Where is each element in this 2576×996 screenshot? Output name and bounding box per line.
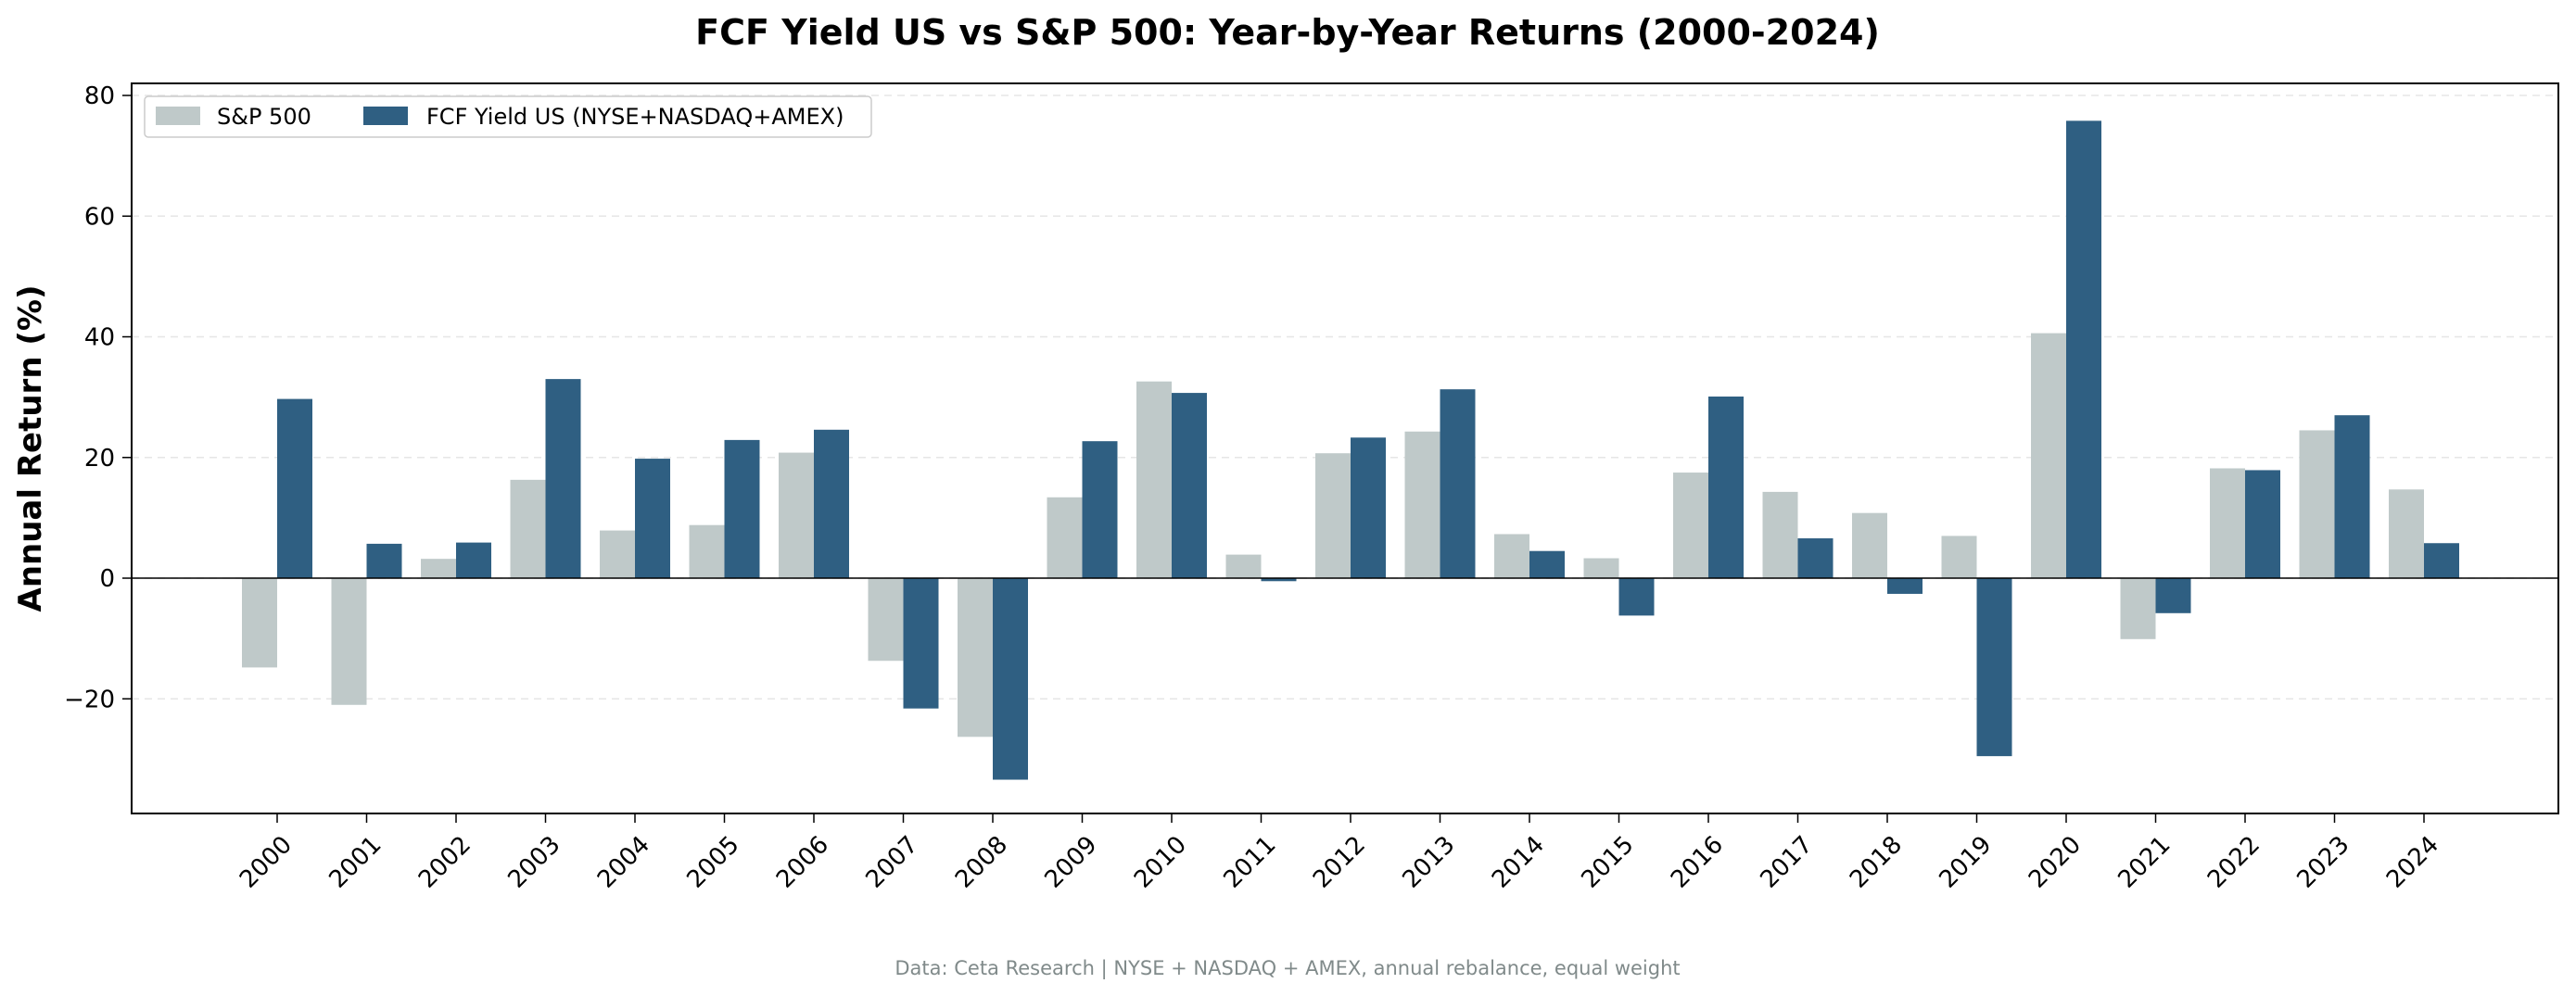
bar-sp500-2004: [600, 530, 635, 579]
bar-sp500-2019: [1941, 536, 1977, 579]
y-axis: −20 0 20 40 60 80: [64, 82, 132, 713]
bar-fcf-yield-2010: [1172, 393, 1207, 579]
bar-fcf-yield-2018: [1887, 578, 1922, 594]
bar-fcf-yield-2021: [2155, 578, 2191, 613]
bar-fcf-yield-2006: [814, 429, 849, 579]
bar-sp500-2016: [1673, 473, 1708, 579]
y-tick-label: −20: [64, 686, 115, 713]
bar-fcf-yield-2022: [2245, 470, 2280, 579]
legend-label-sp500: S&P 500: [217, 104, 311, 130]
bar-sp500-2009: [1047, 497, 1083, 579]
bar-sp500-2012: [1315, 453, 1351, 579]
y-tick-label: 40: [84, 324, 115, 352]
bar-fcf-yield-2009: [1082, 441, 1118, 579]
legend-label-fcf-yield: FCF Yield US (NYSE+NASDAQ+AMEX): [426, 104, 844, 130]
bar-fcf-yield-2002: [456, 542, 491, 579]
y-tick-label: 0: [99, 565, 115, 593]
bar-sp500-2011: [1225, 554, 1262, 579]
bar-fcf-yield-2020: [2066, 120, 2101, 579]
bar-sp500-2017: [1762, 491, 1798, 579]
bar-sp500-2005: [689, 524, 725, 579]
bar-sp500-2006: [779, 452, 814, 579]
bar-fcf-yield-2015: [1618, 578, 1655, 616]
legend: S&P 500 FCF Yield US (NYSE+NASDAQ+AMEX): [144, 95, 872, 138]
legend-swatch-sp500: [156, 107, 200, 125]
y-tick-label: 20: [84, 445, 115, 473]
bar-fcf-yield-2019: [1976, 578, 2012, 757]
bar-sp500-2021: [2120, 578, 2156, 639]
bar-fcf-yield-2011: [1261, 578, 1297, 582]
legend-swatch-fcf-yield: [363, 107, 408, 125]
bar-fcf-yield-2000: [277, 398, 312, 579]
plot-frame: [131, 82, 2559, 814]
legend-box: [144, 95, 872, 138]
bar-sp500-2001: [331, 578, 367, 705]
bar-sp500-2010: [1136, 381, 1172, 579]
bar-fcf-yield-2012: [1351, 437, 1386, 579]
bar-fcf-yield-2017: [1797, 538, 1834, 579]
bar-sp500-2013: [1404, 431, 1440, 579]
bar-fcf-yield-2003: [545, 379, 581, 579]
bar-sp500-2003: [510, 479, 546, 579]
y-axis-title: Annual Return (%): [12, 284, 49, 611]
bar-fcf-yield-2024: [2424, 543, 2459, 579]
bar-sp500-2014: [1494, 534, 1529, 579]
bars: [242, 120, 2459, 780]
bar-fcf-yield-2001: [366, 543, 402, 579]
bar-fcf-yield-2013: [1440, 389, 1476, 579]
bar-fcf-yield-2008: [993, 578, 1028, 780]
bar-fcf-yield-2004: [635, 459, 670, 579]
footnote: Data: Ceta Research | NYSE + NASDAQ + AM…: [895, 957, 1680, 980]
bar-sp500-2020: [2031, 333, 2066, 579]
bar-fcf-yield-2005: [724, 439, 760, 579]
bar-sp500-2018: [1852, 512, 1887, 579]
bar-fcf-yield-2014: [1529, 550, 1565, 579]
bar-sp500-2022: [2210, 468, 2245, 579]
bar-sp500-2002: [421, 559, 456, 579]
chart-title: FCF Yield US vs S&P 500: Year-by-Year Re…: [695, 12, 1880, 53]
bar-sp500-2024: [2389, 489, 2424, 579]
bar-sp500-2007: [868, 578, 904, 662]
y-tick-label: 60: [84, 203, 115, 231]
bar-sp500-2008: [958, 578, 993, 738]
bar-sp500-2015: [1583, 558, 1619, 579]
y-tick-label: 80: [84, 82, 115, 110]
bar-sp500-2023: [2299, 430, 2335, 579]
bar-sp500-2000: [242, 578, 277, 668]
bar-fcf-yield-2016: [1708, 396, 1744, 579]
bar-fcf-yield-2023: [2334, 415, 2370, 579]
bar-fcf-yield-2007: [903, 578, 939, 709]
